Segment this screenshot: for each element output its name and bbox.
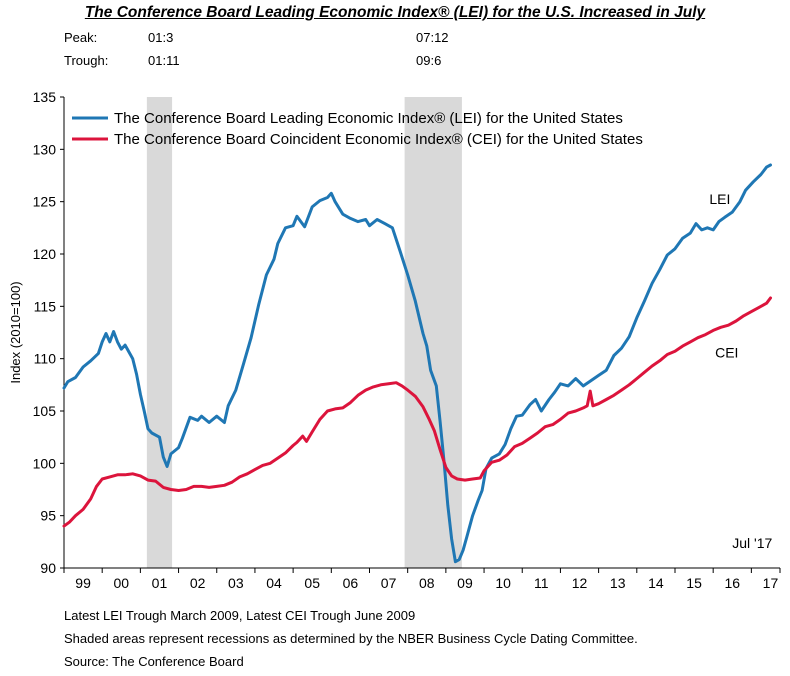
x-tick-label-13: 13: [610, 575, 626, 591]
legend-label-lei: The Conference Board Leading Economic In…: [114, 110, 623, 127]
annotation-2: CEI: [715, 345, 738, 361]
series-line-cei: [62, 296, 772, 528]
trough-date-1: 01:11: [148, 53, 180, 68]
recession-bands: [146, 97, 462, 568]
y-tick-label-90: 90: [40, 560, 56, 576]
annotations: LEI CEI Jul '17: [709, 191, 772, 551]
recession-band-2: [404, 97, 462, 568]
x-tick-label-04: 04: [266, 575, 282, 591]
y-tick-label-110: 110: [34, 351, 57, 367]
x-tick-label-16: 16: [724, 575, 740, 591]
y-tick-label-100: 100: [33, 455, 57, 471]
legend-label-cei: The Conference Board Coincident Economic…: [114, 131, 643, 148]
x-tick-label-08: 08: [419, 575, 435, 591]
footnote-source: Source: The Conference Board: [64, 654, 244, 669]
x-tick-label-15: 15: [686, 575, 702, 591]
x-tick-label-17: 17: [763, 575, 779, 591]
series-line-lei: [62, 163, 772, 564]
footnote-shaded-areas: Shaded areas represent recessions as det…: [64, 631, 638, 646]
y-tick-label-105: 105: [33, 403, 57, 419]
annotation-1: LEI: [709, 191, 730, 207]
trough-date-2: 09:6: [416, 53, 442, 68]
x-tick-label-14: 14: [648, 575, 664, 591]
recession-band-1: [146, 97, 173, 568]
trough-label: Trough:: [64, 53, 109, 68]
peak-label: Peak:: [64, 30, 98, 45]
x-tick-label-02: 02: [190, 575, 206, 591]
x-tick-label-00: 00: [113, 575, 129, 591]
x-tick-label-05: 05: [304, 575, 320, 591]
annotation-3: Jul '17: [732, 535, 772, 551]
y-tick-label-120: 120: [33, 246, 57, 262]
x-tick-label-01: 01: [152, 575, 168, 591]
x-tick-label-12: 12: [572, 575, 588, 591]
y-tick-label-135: 135: [33, 89, 57, 105]
x-tick-label-99: 99: [75, 575, 91, 591]
series-lines: [62, 163, 772, 564]
peak-date-1: 01:3: [148, 30, 174, 45]
peak-date-2: 07:12: [416, 30, 449, 45]
x-tick-label-07: 07: [381, 575, 397, 591]
chart-title: The Conference Board Leading Economic In…: [84, 4, 706, 21]
x-tick-label-06: 06: [343, 575, 359, 591]
x-tick-label-10: 10: [495, 575, 511, 591]
x-tick-label-09: 09: [457, 575, 473, 591]
y-tick-label-125: 125: [33, 194, 57, 210]
footnote-latest-trough: Latest LEI Trough March 2009, Latest CEI…: [64, 608, 416, 623]
legend: The Conference Board Leading Economic In…: [72, 110, 643, 148]
axes: 90 95 100 105 110 115 120 125 130 135 99 00 01 02 03 04…: [8, 89, 781, 591]
y-tick-label-130: 130: [33, 141, 57, 157]
x-tick-label-03: 03: [228, 575, 244, 591]
x-tick-label-11: 11: [534, 575, 549, 591]
y-axis-label: Index (2010=100): [8, 281, 23, 383]
y-tick-label-115: 115: [34, 298, 57, 314]
y-tick-label-95: 95: [40, 508, 56, 524]
